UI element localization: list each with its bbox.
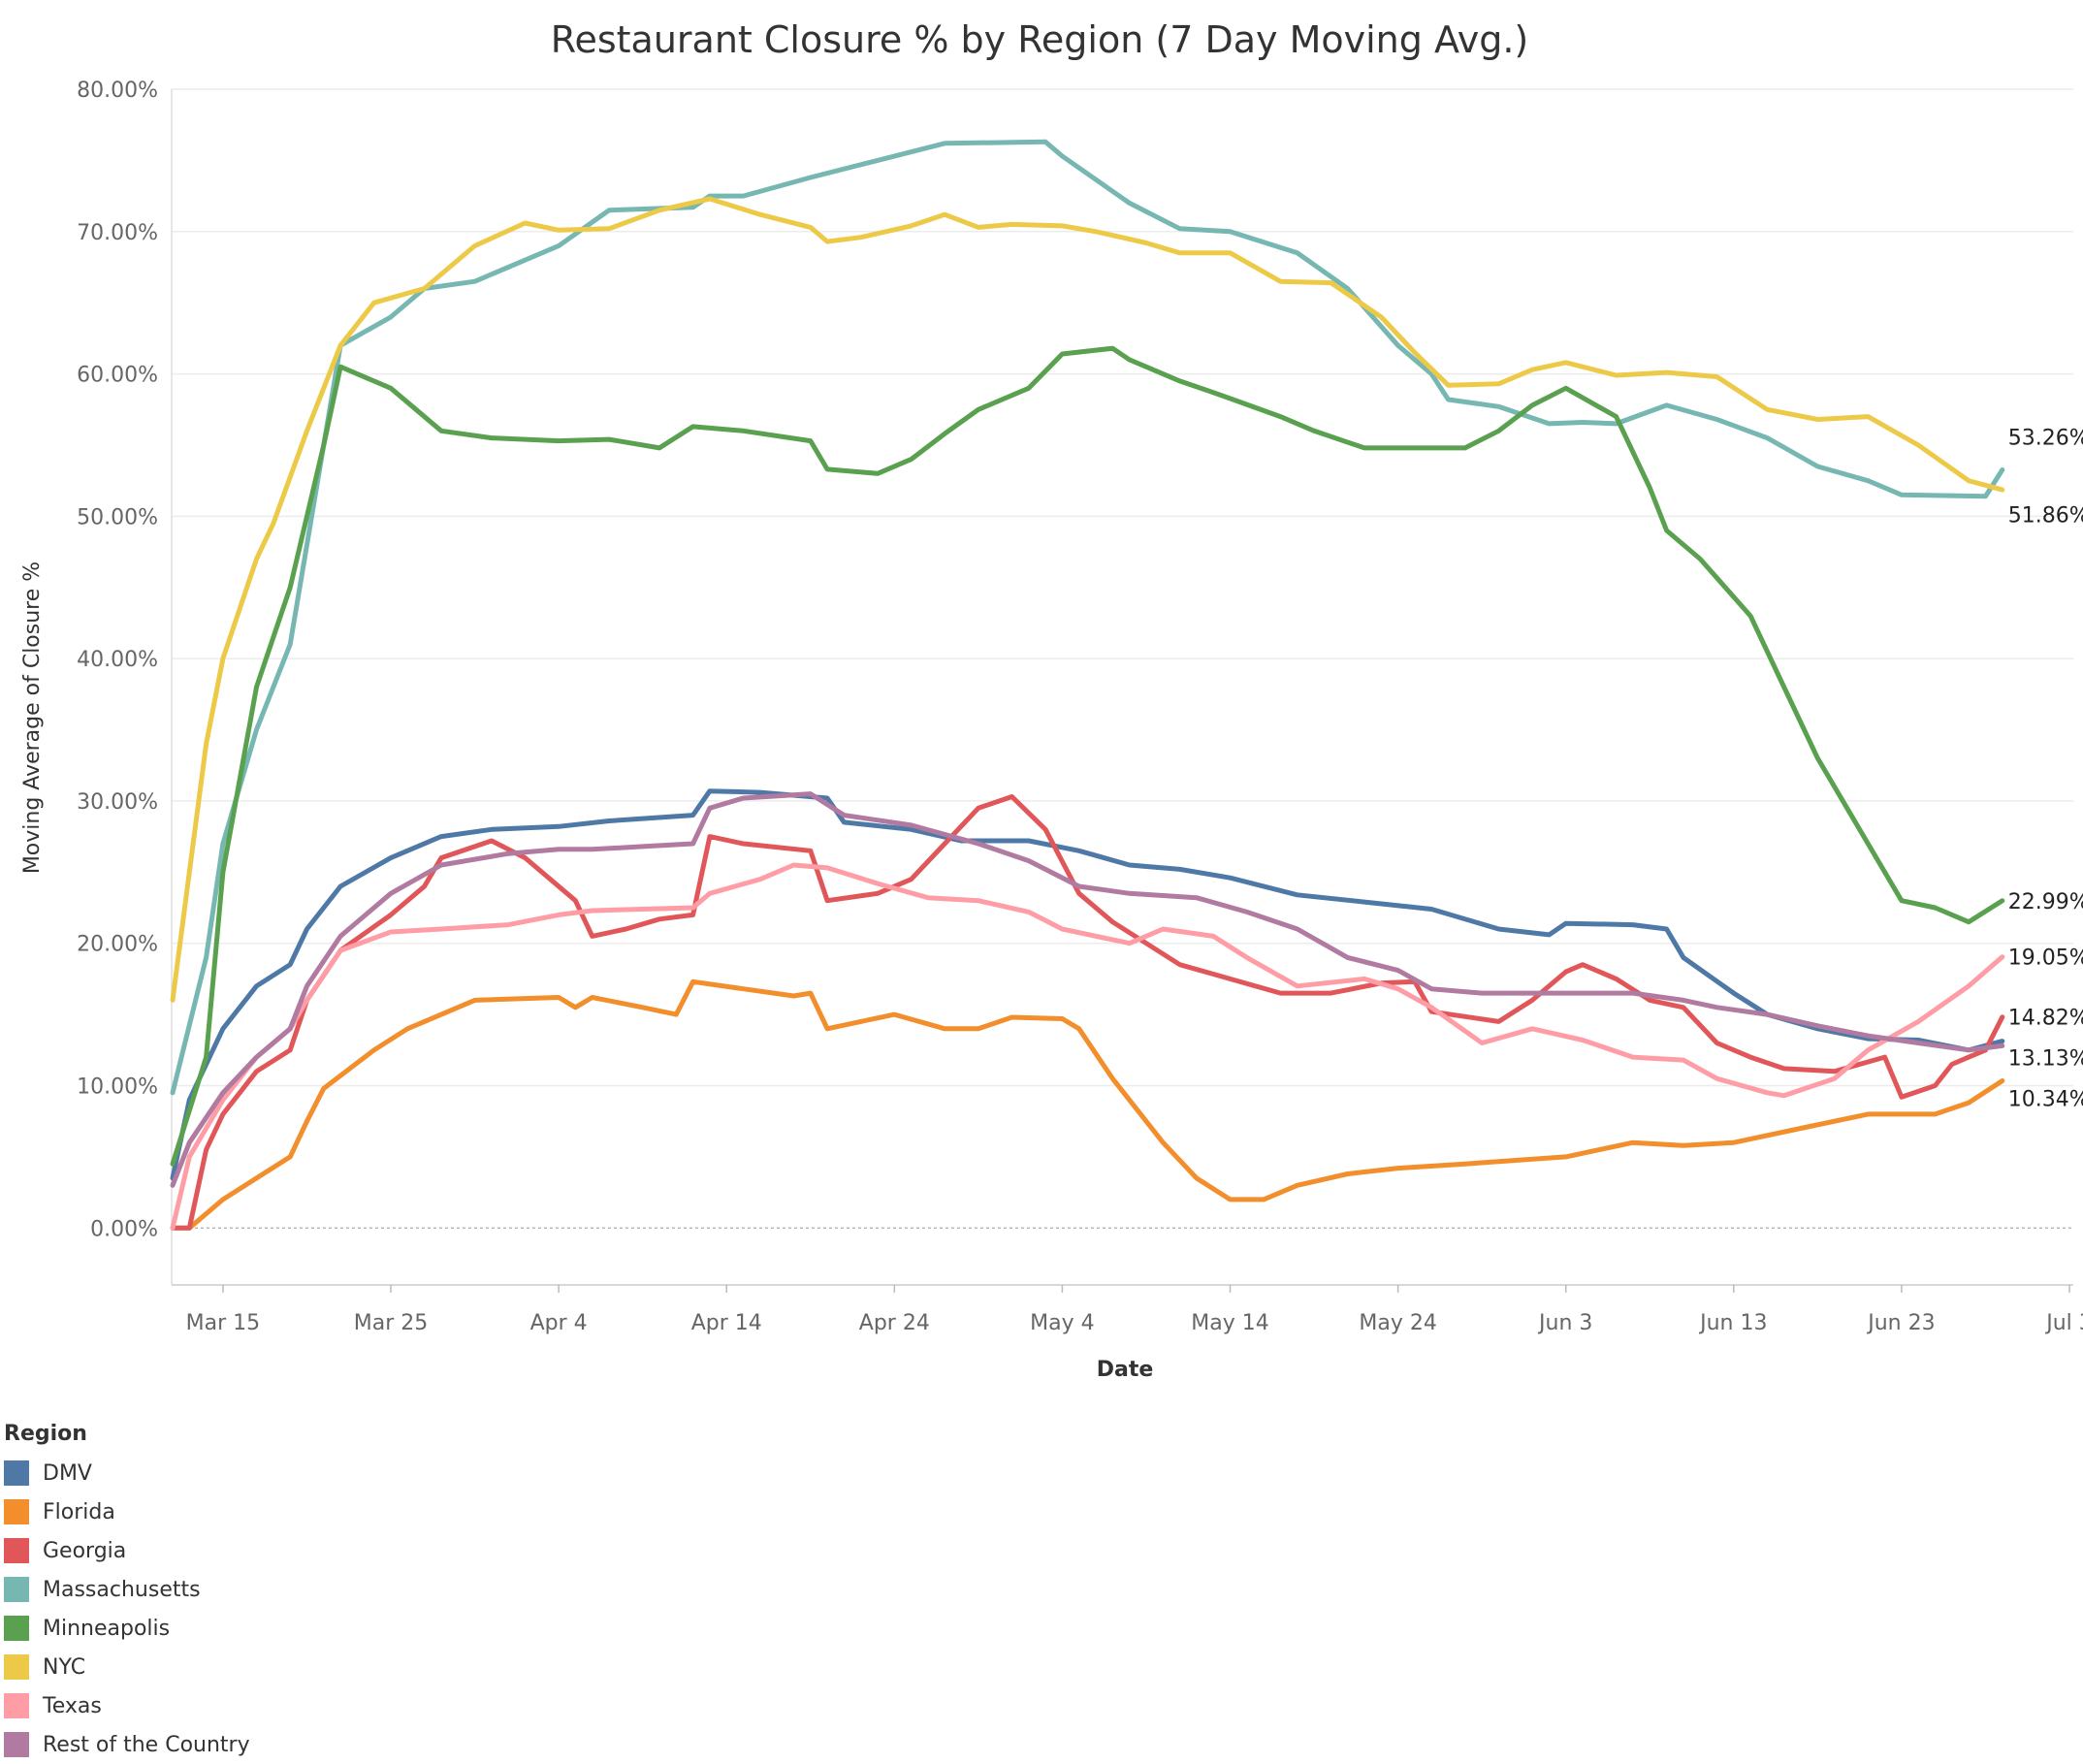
legend-label: NYC [43,1654,86,1680]
legend-item[interactable]: Massachusetts [4,1570,250,1609]
gridlines [172,88,2073,1229]
y-tick-label: 50.00% [77,505,158,529]
end-value-label: 13.13% [2008,1047,2083,1072]
legend-swatch [4,1732,29,1757]
x-tick-label: Apr 14 [691,1311,762,1335]
legend-swatch [4,1654,29,1680]
axes: 0.00% 10.00% 20.00% 30.00% 40.00% 50.00% 60.00… [77,79,2083,1335]
series-line-nyc [170,196,2005,1003]
legend-item[interactable]: Texas [4,1686,250,1725]
end-labels: 53.26% 51.86% 22.99% 19.05% 14.82% 13.13% 10.3… [2008,427,2083,1112]
legend-label: Florida [43,1499,115,1524]
legend-items: DMV Florida Georgia Massachusetts Minneapoli… [4,1454,250,1764]
legend-label: Massachusetts [43,1577,201,1602]
y-tick-label: 30.00% [77,790,158,815]
x-tick-label: Jul 3 [2044,1311,2083,1335]
end-value-label: 10.34% [2008,1088,2083,1112]
legend-swatch [4,1460,29,1486]
legend-item[interactable]: Georgia [4,1531,250,1570]
legend-label: Rest of the Country [43,1732,250,1757]
legend-swatch [4,1538,29,1563]
legend-item[interactable]: NYC [4,1648,250,1686]
legend-swatch [4,1616,29,1641]
legend-swatch [4,1693,29,1718]
legend-label: Georgia [43,1538,127,1563]
y-axis-title: Moving Average of Closure % [20,561,45,874]
legend-item[interactable]: DMV [4,1454,250,1492]
y-tick-label: 10.00% [77,1075,158,1100]
legend: Region DMV Florida Georgia Massachusetts Min… [4,1422,250,1764]
end-value-label: 22.99% [2008,890,2083,914]
series-line-texas [170,862,2005,1231]
y-tick-label: 70.00% [77,221,158,245]
x-tick-label: Apr 24 [859,1311,930,1335]
legend-item[interactable]: Minneapolis [4,1609,250,1648]
legend-swatch [4,1499,29,1524]
y-tick-label: 60.00% [77,364,158,388]
legend-label: Texas [43,1693,102,1718]
legend-title: Region [4,1422,87,1446]
legend-item[interactable]: Florida [4,1492,250,1531]
legend-swatch [4,1577,29,1602]
x-tick-label: Jun 13 [1698,1311,1767,1335]
y-tick-label: 0.00% [90,1217,158,1241]
series-line-georgia [170,794,2005,1231]
x-tick-label: Jun 3 [1537,1311,1592,1335]
end-value-label: 19.05% [2008,946,2083,971]
x-tick-label: Mar 25 [354,1311,429,1335]
chart-title: Restaurant Closure % by Region (7 Day Mo… [551,18,1528,61]
x-tick-label: May 24 [1359,1311,1436,1335]
end-value-label: 14.82% [2008,1007,2083,1031]
series-line-rest-of-the-country [170,791,2005,1188]
series-line-massachusetts [170,139,2005,1096]
legend-label: DMV [43,1460,92,1486]
x-axis-title: Date [1097,1358,1154,1382]
series-line-dmv [170,788,2005,1181]
x-tick-label: Apr 4 [530,1311,588,1335]
series-line-minneapolis [170,345,2005,1167]
legend-item[interactable]: Rest of the Country [4,1725,250,1764]
end-value-label: 51.86% [2008,504,2083,529]
legend-label: Minneapolis [43,1616,171,1641]
x-tick-label: May 14 [1191,1311,1268,1335]
y-tick-label: 80.00% [77,79,158,103]
x-tick-label: May 4 [1030,1311,1094,1335]
x-tick-label: Mar 15 [186,1311,261,1335]
y-tick-label: 40.00% [77,648,158,672]
end-value-label: 53.26% [2008,427,2083,451]
series-lines [170,139,2005,1231]
series-line-florida [170,978,2005,1231]
x-tick-label: Jun 23 [1866,1311,1935,1335]
y-tick-label: 20.00% [77,933,158,957]
